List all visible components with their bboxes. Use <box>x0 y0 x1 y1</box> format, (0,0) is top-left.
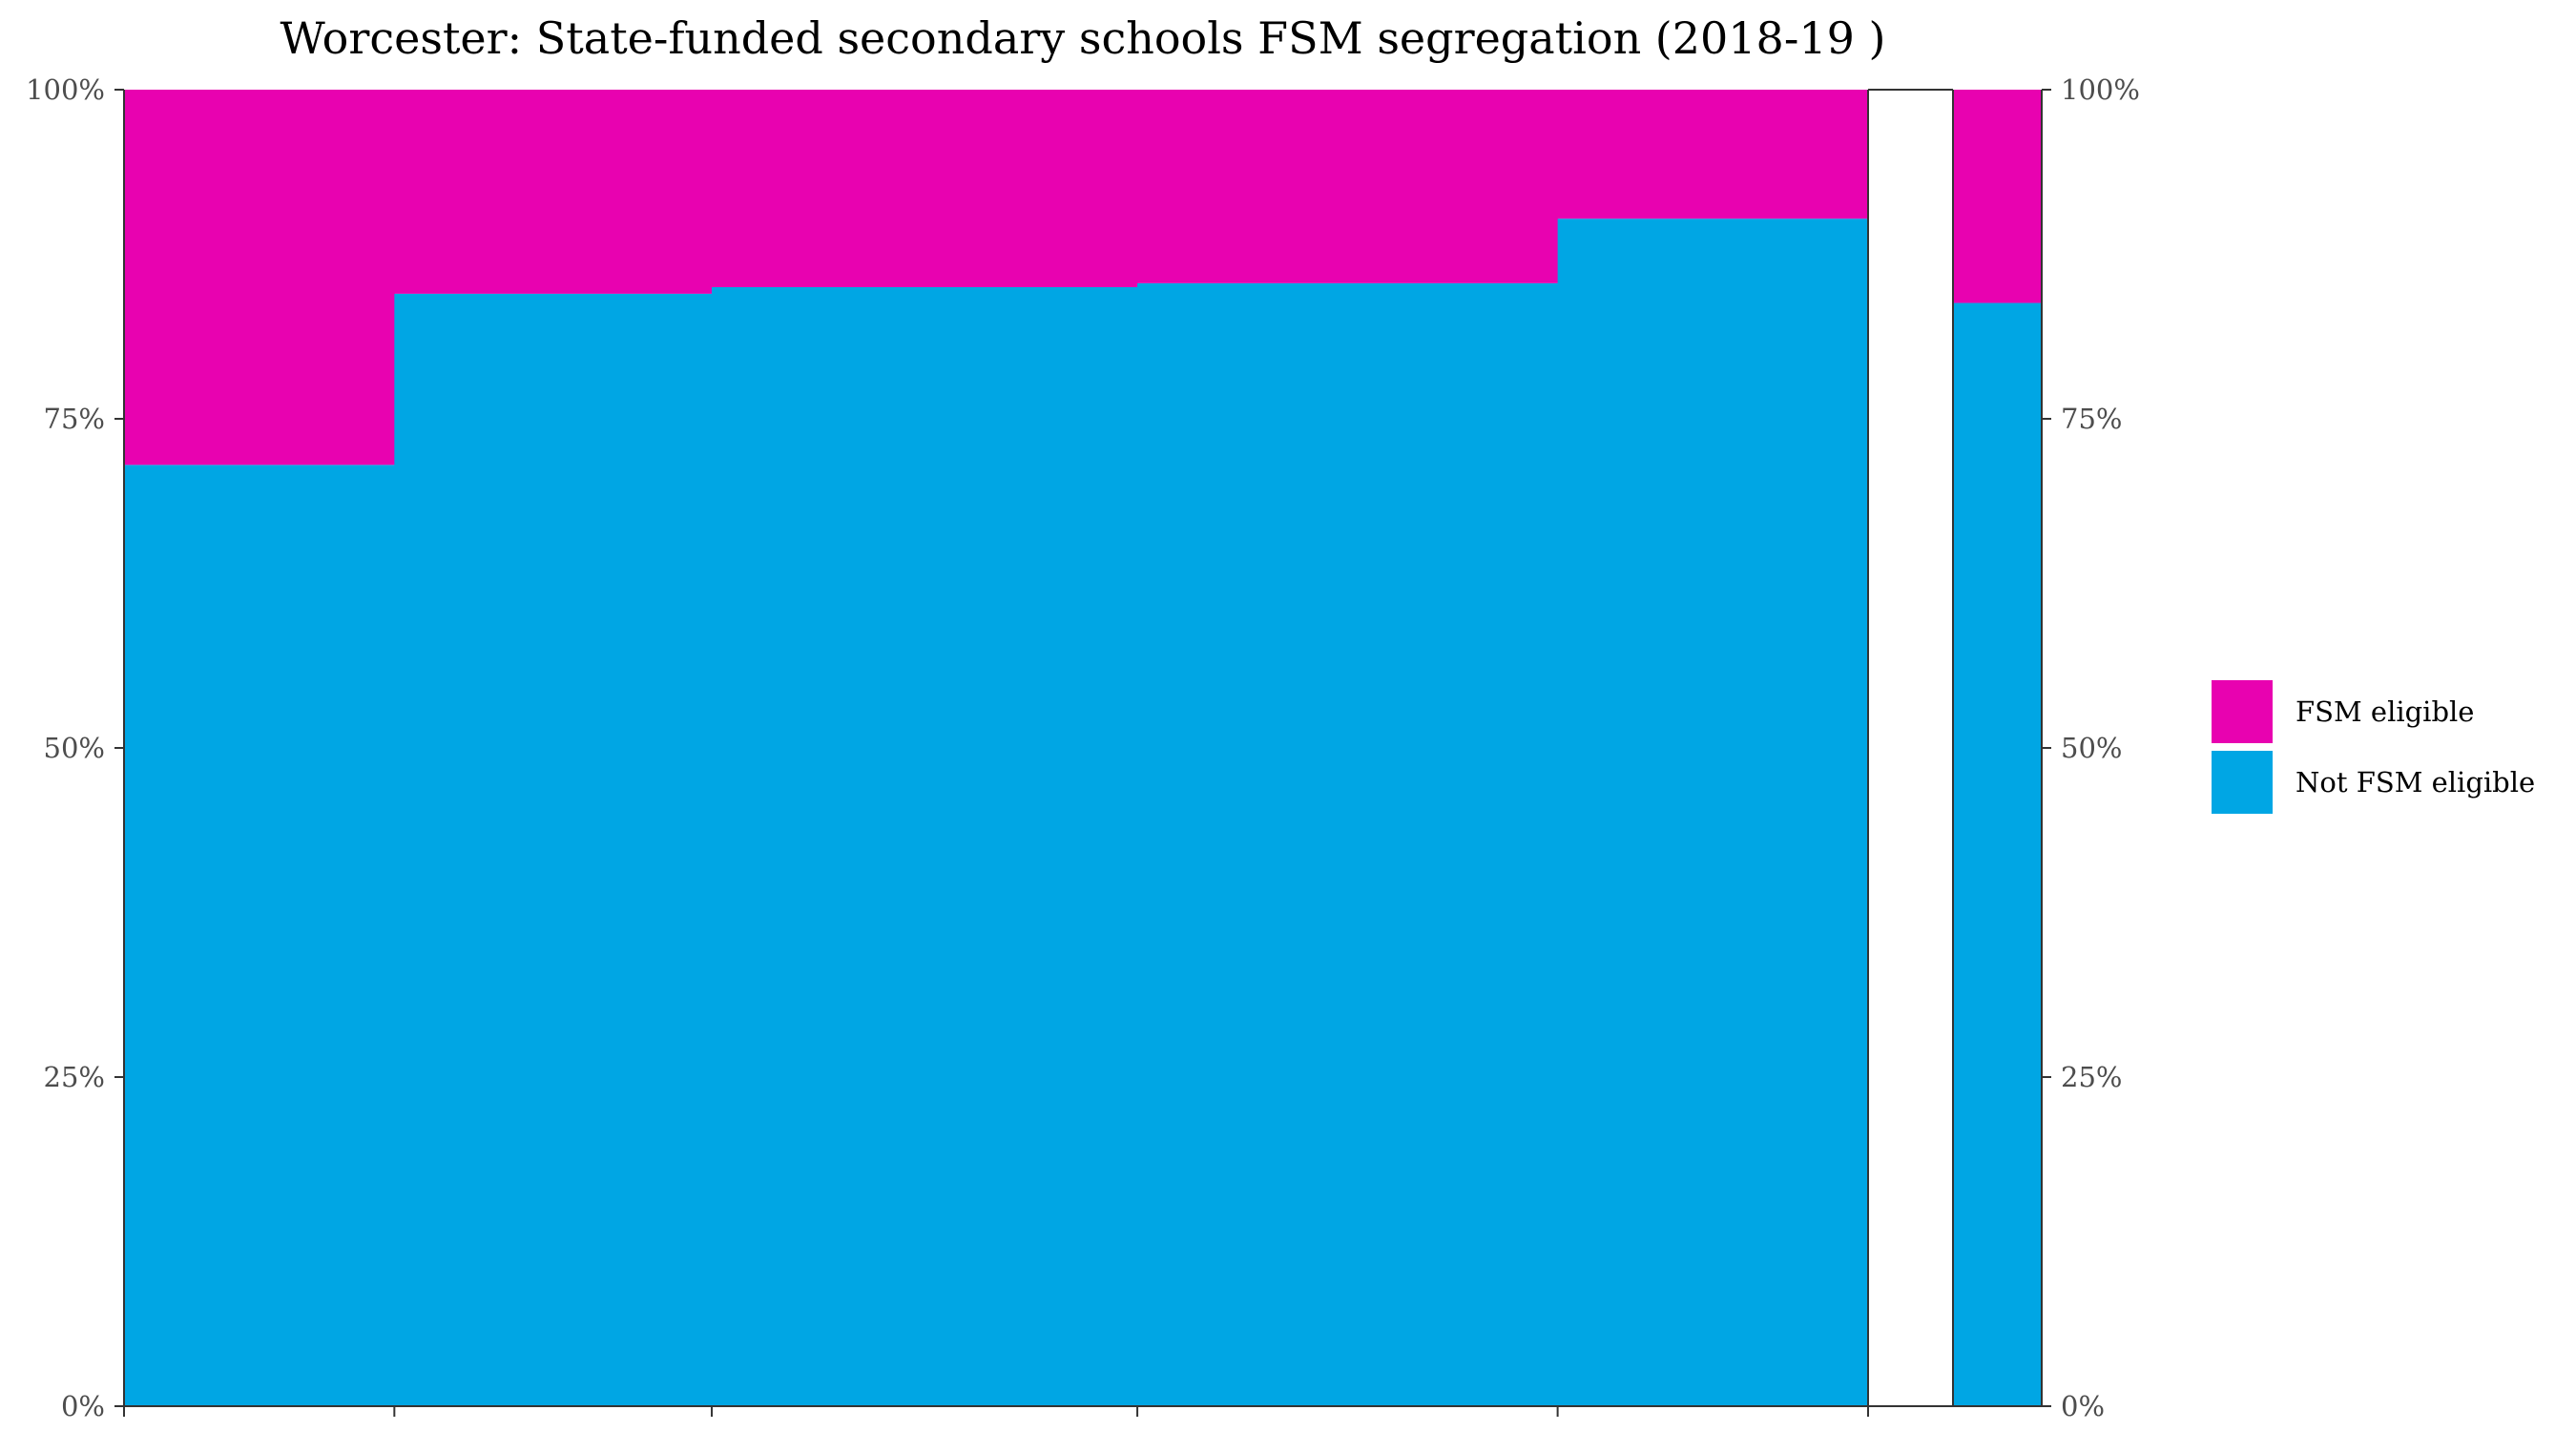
total-bar-not-fsm <box>1953 302 2042 1406</box>
bar-1-fsm <box>124 90 395 466</box>
y-tick-label-right-1: 25% <box>2061 1061 2122 1093</box>
bar-3-fsm <box>712 90 1138 287</box>
legend-label-2: Not FSM eligible <box>2296 766 2535 798</box>
bar-5-fsm <box>1557 90 1869 219</box>
y-tick-label-left-3: 75% <box>44 403 105 435</box>
legend-swatch-2 <box>2212 751 2273 814</box>
y-tick-label-right-0: 0% <box>2061 1390 2105 1422</box>
y-tick-label-left-4: 100% <box>26 73 105 106</box>
total-bar-fsm <box>1953 90 2042 303</box>
chart-marks <box>124 90 2042 1407</box>
bar-4-not-fsm <box>1137 282 1559 1406</box>
bar-5-not-fsm <box>1557 218 1869 1407</box>
y-tick-label-right-4: 100% <box>2061 73 2140 106</box>
chart-title: Worcester: State-funded secondary school… <box>280 12 1886 64</box>
y-tick-label-right-3: 75% <box>2061 403 2122 435</box>
bar-3-not-fsm <box>712 287 1138 1406</box>
legend-swatch-1 <box>2212 680 2273 743</box>
bar-4-fsm <box>1137 90 1559 283</box>
y-tick-label-left-1: 25% <box>44 1061 105 1093</box>
bar-1-not-fsm <box>124 465 395 1406</box>
y-tick-label-left-2: 50% <box>44 732 105 764</box>
y-tick-label-right-2: 50% <box>2061 732 2122 764</box>
y-tick-label-left-0: 0% <box>61 1390 105 1422</box>
chart-axes: 0% 0% 25% 25% 50% 50% 75% 75% 100% 100% <box>26 73 2140 1422</box>
chart-legend: FSM eligible Not FSM eligible <box>2212 680 2535 814</box>
bar-2-not-fsm <box>394 293 713 1406</box>
legend-label-1: FSM eligible <box>2296 695 2474 728</box>
bar-2-fsm <box>394 90 713 294</box>
